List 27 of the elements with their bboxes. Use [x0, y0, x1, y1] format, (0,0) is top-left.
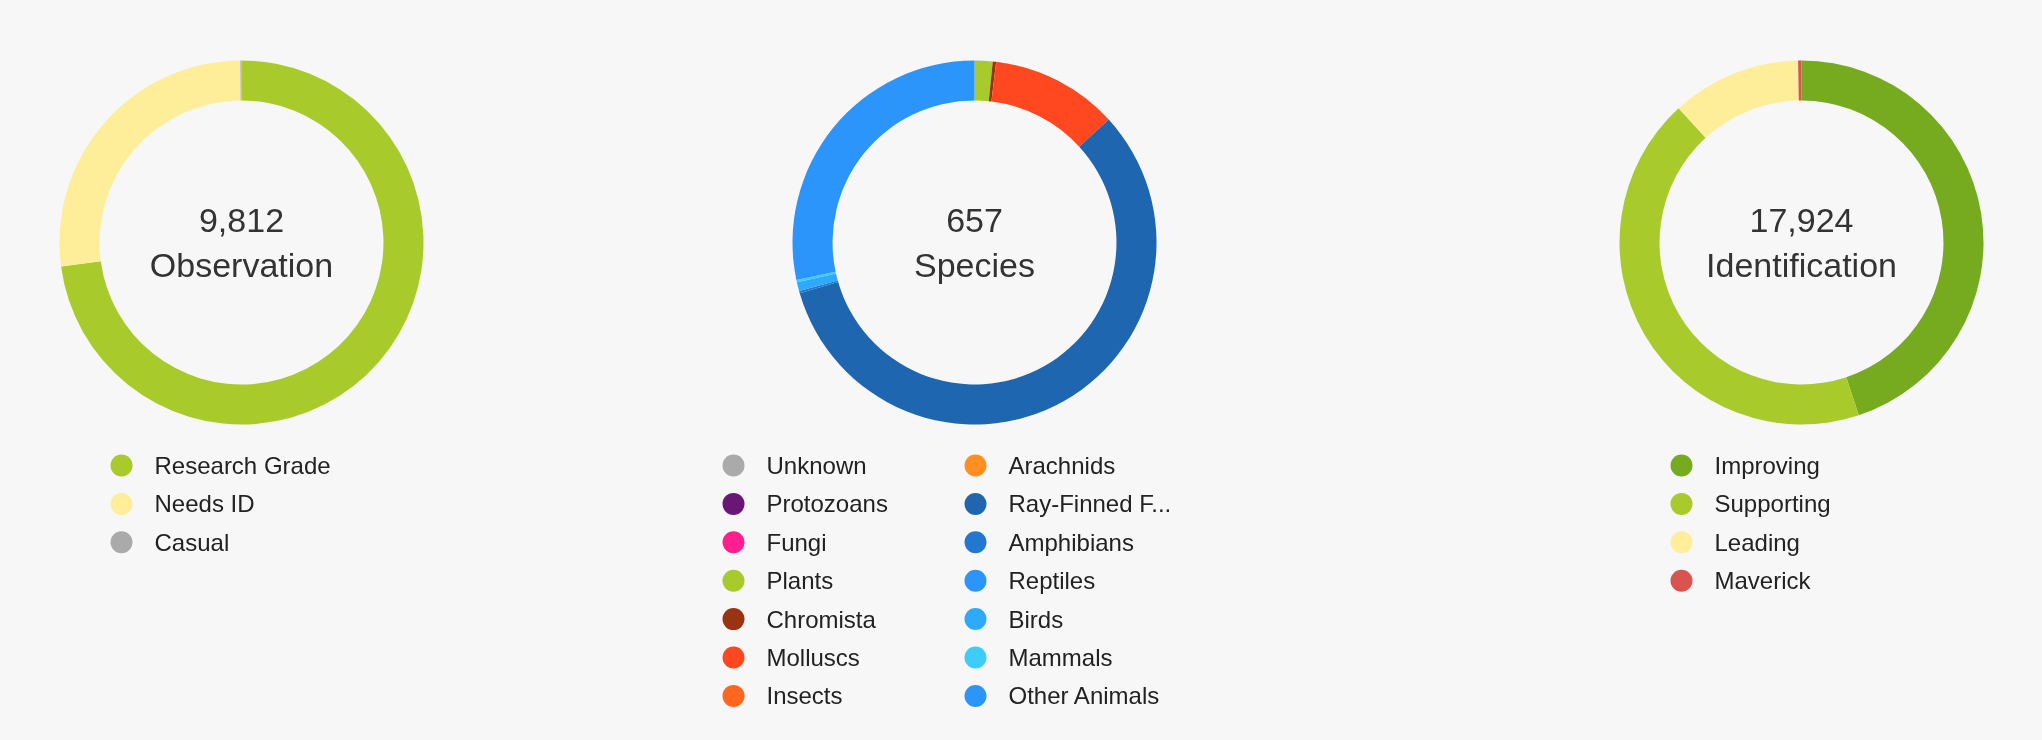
text: Observation	[149, 245, 334, 284]
legend-label: Plants	[766, 567, 834, 595]
legend-label: Ray-Finned F...	[1008, 490, 1172, 518]
legend-label: Reptiles	[1008, 567, 1096, 595]
legend-label: Mammals	[1008, 644, 1113, 671]
legend-label: Chromista	[766, 605, 877, 633]
legend-label: Casual	[154, 528, 230, 556]
legend-label: Other Animals	[1008, 682, 1160, 710]
legend-label: Arachnids	[1008, 452, 1116, 479]
legend-label: Protozoans	[766, 490, 888, 518]
legend-label: Leading	[1714, 528, 1800, 556]
legend-label: Molluscs	[766, 644, 860, 671]
text: Identification	[1706, 245, 1897, 284]
legend-label: Birds	[1008, 605, 1064, 633]
text: 17,924	[1749, 201, 1854, 239]
legend-label: Maverick	[1714, 567, 1812, 595]
legend-label: Amphibians	[1008, 528, 1134, 556]
text: 657	[946, 201, 1003, 239]
legend-label: Improving	[1714, 452, 1820, 479]
legend-label: Research Grade	[154, 452, 331, 479]
text: Species	[914, 245, 1035, 284]
legend-label: Insects	[766, 682, 843, 710]
legend-label: Unknown	[766, 452, 867, 479]
legend-label: Fungi	[766, 528, 827, 556]
text: 9,812	[198, 201, 285, 239]
legend-label: Supporting	[1714, 490, 1831, 518]
legend-label: Needs ID	[154, 490, 255, 518]
